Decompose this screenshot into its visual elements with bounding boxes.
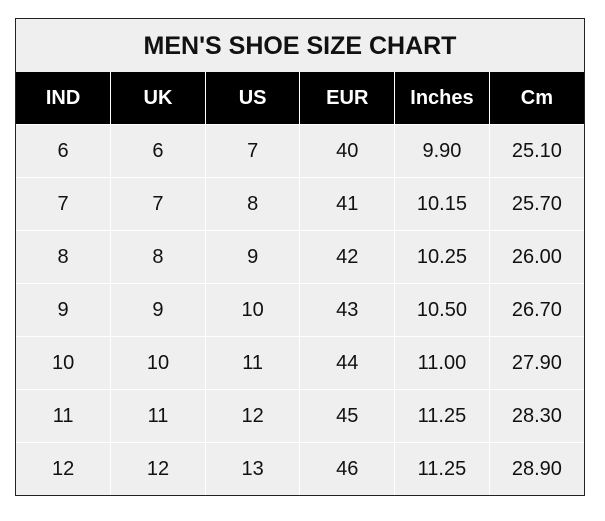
cell-cm: 25.70 xyxy=(488,177,584,231)
cell-inches: 9.90 xyxy=(394,124,490,178)
cell-ind: 9 xyxy=(16,283,112,337)
cell-eur: 45 xyxy=(299,389,396,443)
cell-uk: 7 xyxy=(110,177,206,231)
cell-inches: 10.25 xyxy=(394,230,490,284)
table-row: 7 7 8 41 10.15 25.70 xyxy=(16,177,584,231)
cell-us: 7 xyxy=(204,124,301,178)
column-header-inches: Inches xyxy=(394,72,490,125)
cell-cm: 28.90 xyxy=(488,442,584,495)
cell-inches: 11.25 xyxy=(394,389,490,443)
column-header-us: US xyxy=(204,72,301,125)
table-row: 8 8 9 42 10.25 26.00 xyxy=(16,230,584,284)
cell-inches: 10.50 xyxy=(394,283,490,337)
table-row: 6 6 7 40 9.90 25.10 xyxy=(16,124,584,178)
cell-uk: 8 xyxy=(110,230,206,284)
cell-ind: 10 xyxy=(16,336,112,390)
cell-us: 11 xyxy=(204,336,301,390)
cell-uk: 9 xyxy=(110,283,206,337)
cell-eur: 41 xyxy=(299,177,396,231)
cell-cm: 26.00 xyxy=(488,230,584,284)
cell-uk: 10 xyxy=(110,336,206,390)
size-chart: MEN'S SHOE SIZE CHART IND UK US EUR Inches Cm… xyxy=(15,18,585,496)
cell-ind: 6 xyxy=(16,124,112,178)
cell-uk: 12 xyxy=(110,442,206,495)
column-header-ind: IND xyxy=(16,72,112,125)
cell-uk: 11 xyxy=(110,389,206,443)
cell-eur: 46 xyxy=(299,442,396,495)
cell-cm: 25.10 xyxy=(488,124,584,178)
cell-us: 13 xyxy=(204,442,301,495)
table-row: 10 10 11 44 11.00 27.90 xyxy=(16,336,584,390)
cell-eur: 43 xyxy=(299,283,396,337)
cell-ind: 7 xyxy=(16,177,112,231)
cell-eur: 40 xyxy=(299,124,396,178)
cell-cm: 28.30 xyxy=(488,389,584,443)
table-row: 12 12 13 46 11.25 28.90 xyxy=(16,442,584,495)
column-header-cm: Cm xyxy=(488,72,584,125)
table-row: 11 11 12 45 11.25 28.30 xyxy=(16,389,584,443)
column-header-uk: UK xyxy=(110,72,206,125)
cell-us: 12 xyxy=(204,389,301,443)
header-row: IND UK US EUR Inches Cm xyxy=(16,72,584,125)
cell-us: 9 xyxy=(204,230,301,284)
cell-inches: 10.15 xyxy=(394,177,490,231)
chart-title: MEN'S SHOE SIZE CHART xyxy=(16,19,584,72)
cell-ind: 8 xyxy=(16,230,112,284)
cell-uk: 6 xyxy=(110,124,206,178)
cell-inches: 11.25 xyxy=(394,442,490,495)
cell-cm: 27.90 xyxy=(488,336,584,390)
cell-ind: 11 xyxy=(16,389,112,443)
cell-us: 8 xyxy=(204,177,301,231)
cell-ind: 12 xyxy=(16,442,112,495)
cell-us: 10 xyxy=(204,283,301,337)
table-row: 9 9 10 43 10.50 26.70 xyxy=(16,283,584,337)
column-header-eur: EUR xyxy=(299,72,396,125)
cell-eur: 42 xyxy=(299,230,396,284)
size-table: IND UK US EUR Inches Cm 6 6 7 40 9.90 25.10 7 7 8 41 10… xyxy=(16,72,584,495)
cell-cm: 26.70 xyxy=(488,283,584,337)
cell-eur: 44 xyxy=(299,336,396,390)
cell-inches: 11.00 xyxy=(394,336,490,390)
